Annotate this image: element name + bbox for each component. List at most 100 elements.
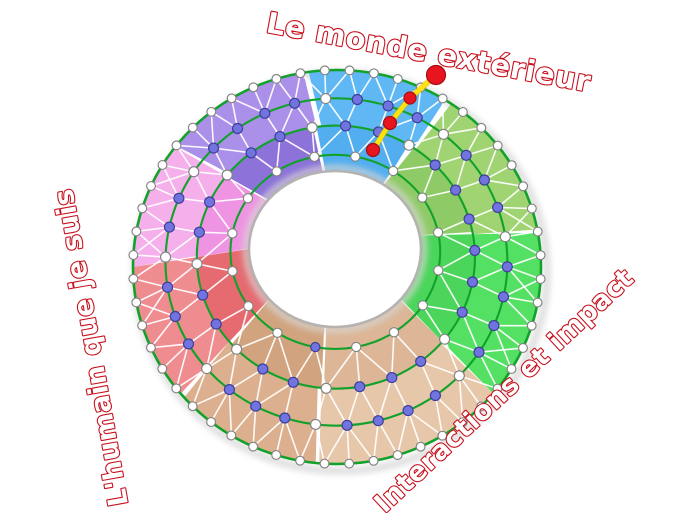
graph-node-white[interactable] — [171, 383, 182, 394]
graph-node-white[interactable] — [248, 82, 259, 93]
graph-node-white[interactable] — [437, 93, 448, 104]
graph-node-white[interactable] — [206, 106, 217, 117]
selected-node[interactable] — [382, 115, 398, 131]
graph-node-white[interactable] — [137, 320, 148, 331]
graph-node-purple[interactable] — [173, 192, 185, 204]
graph-node-white[interactable] — [403, 139, 415, 151]
graph-node-purple[interactable] — [223, 384, 235, 396]
graph-node-purple[interactable] — [463, 213, 475, 225]
graph-node-white[interactable] — [437, 430, 448, 441]
graph-node-white[interactable] — [344, 65, 355, 76]
graph-node-white[interactable] — [319, 65, 330, 76]
graph-node-purple[interactable] — [169, 310, 181, 323]
graph-node-purple[interactable] — [161, 281, 174, 293]
graph-node-white[interactable] — [320, 93, 332, 105]
graph-node-white[interactable] — [243, 300, 254, 312]
graph-node-white[interactable] — [351, 341, 362, 353]
graph-node-white[interactable] — [319, 458, 330, 469]
graph-node-white[interactable] — [188, 166, 200, 178]
graph-node-white[interactable] — [128, 250, 139, 260]
graph-node-purple[interactable] — [245, 147, 257, 159]
graph-node-white[interactable] — [271, 73, 282, 84]
graph-node-purple[interactable] — [193, 226, 205, 238]
graph-node-purple[interactable] — [210, 318, 222, 330]
graph-node-white[interactable] — [492, 140, 503, 151]
graph-node-white[interactable] — [271, 166, 282, 177]
graph-node-purple[interactable] — [411, 112, 423, 124]
graph-node-white[interactable] — [242, 193, 254, 204]
sector-blue-outer-band[interactable] — [308, 70, 446, 148]
graph-node-white[interactable] — [310, 418, 322, 430]
graph-node-white[interactable] — [388, 327, 400, 338]
graph-node-white[interactable] — [128, 273, 139, 284]
graph-node-white[interactable] — [518, 181, 529, 192]
graph-node-purple[interactable] — [231, 122, 244, 135]
graph-node-purple[interactable] — [450, 184, 462, 196]
graph-node-purple[interactable] — [466, 276, 479, 288]
graph-node-white[interactable] — [457, 107, 468, 117]
sector-tan-light-outer-band[interactable] — [319, 343, 494, 464]
graph-node-white[interactable] — [187, 401, 198, 412]
graph-node-white[interactable] — [453, 370, 465, 382]
graph-node-purple[interactable] — [488, 320, 500, 332]
graph-node-white[interactable] — [368, 455, 379, 466]
graph-node-white[interactable] — [535, 274, 546, 284]
graph-node-purple[interactable] — [351, 93, 363, 106]
graph-node-white[interactable] — [506, 160, 517, 171]
graph-node-white[interactable] — [526, 320, 537, 331]
graph-node-white[interactable] — [532, 297, 543, 308]
graph-node-white[interactable] — [476, 122, 487, 133]
graph-node-purple[interactable] — [478, 174, 490, 186]
graph-node-white[interactable] — [306, 121, 318, 134]
graph-node-purple[interactable] — [182, 338, 195, 350]
graph-node-white[interactable] — [157, 160, 168, 170]
graph-node-purple[interactable] — [354, 381, 366, 393]
graph-node-white[interactable] — [157, 363, 168, 374]
graph-node-white[interactable] — [171, 140, 182, 151]
graph-node-white[interactable] — [417, 300, 428, 311]
graph-node-white[interactable] — [227, 228, 238, 239]
graph-node-purple[interactable] — [386, 372, 398, 384]
graph-node-white[interactable] — [309, 151, 320, 162]
graph-node-purple[interactable] — [274, 131, 286, 143]
graph-node-purple[interactable] — [497, 291, 510, 303]
graph-node-purple[interactable] — [456, 306, 468, 318]
graph-node-purple[interactable] — [287, 376, 299, 388]
selected-node[interactable] — [425, 64, 447, 86]
graph-node-white[interactable] — [417, 192, 428, 203]
sector-tan-dark-outer-band[interactable] — [184, 341, 318, 463]
graph-node-purple[interactable] — [492, 201, 504, 213]
graph-node-white[interactable] — [146, 181, 156, 191]
graph-node-purple[interactable] — [250, 400, 262, 412]
graph-node-white[interactable] — [221, 169, 233, 181]
graph-node-white[interactable] — [187, 122, 198, 133]
graph-node-purple[interactable] — [415, 355, 427, 367]
graph-node-white[interactable] — [131, 226, 142, 237]
graph-node-white[interactable] — [392, 74, 403, 84]
selected-node[interactable] — [403, 91, 417, 105]
graph-node-white[interactable] — [457, 417, 468, 428]
graph-node-purple[interactable] — [341, 419, 353, 431]
graph-node-purple[interactable] — [204, 196, 216, 208]
graph-node-white[interactable] — [231, 343, 243, 355]
graph-node-white[interactable] — [226, 430, 237, 441]
graph-node-white[interactable] — [506, 364, 517, 374]
graph-node-purple[interactable] — [279, 412, 291, 424]
graph-node-white[interactable] — [320, 382, 332, 394]
graph-node-purple[interactable] — [259, 107, 271, 119]
graph-node-white[interactable] — [201, 363, 213, 375]
graph-node-white[interactable] — [433, 265, 444, 276]
graph-node-purple[interactable] — [402, 405, 414, 417]
graph-node-white[interactable] — [476, 401, 487, 412]
graph-node-white[interactable] — [388, 165, 399, 177]
graph-node-purple[interactable] — [372, 415, 384, 427]
graph-node-purple[interactable] — [429, 389, 441, 402]
graph-node-white[interactable] — [131, 297, 142, 308]
graph-node-purple[interactable] — [382, 100, 394, 112]
graph-node-white[interactable] — [137, 203, 148, 214]
graph-node-purple[interactable] — [473, 346, 485, 358]
graph-node-white[interactable] — [415, 441, 426, 452]
graph-node-purple[interactable] — [469, 244, 481, 256]
graph-node-white[interactable] — [227, 266, 238, 277]
graph-node-white[interactable] — [295, 68, 306, 79]
